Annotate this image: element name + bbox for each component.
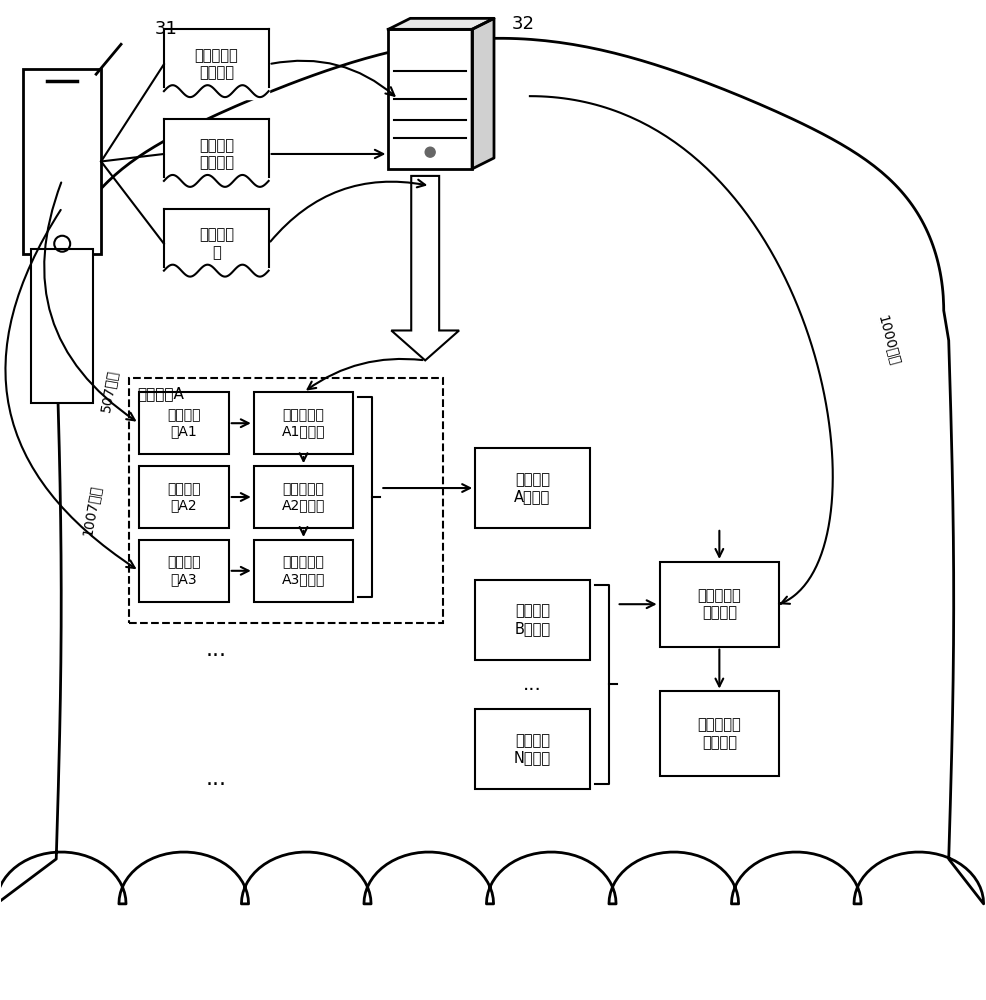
- Polygon shape: [388, 18, 494, 29]
- Bar: [139, 392, 229, 454]
- Bar: [139, 540, 229, 602]
- Polygon shape: [472, 18, 494, 169]
- Bar: [253, 392, 353, 454]
- Bar: [24, 69, 102, 254]
- Bar: [388, 29, 472, 169]
- Bar: [475, 448, 590, 528]
- Text: 预训练模型
A3的性能: 预训练模型 A3的性能: [282, 556, 325, 586]
- Text: 验证数据
集: 验证数据 集: [199, 228, 234, 260]
- Polygon shape: [391, 176, 459, 360]
- Text: 预训练模型
A2的性能: 预训练模型 A2的性能: [282, 482, 325, 512]
- Text: ...: ...: [523, 675, 541, 694]
- Text: 候选模型
N的性能: 候选模型 N的性能: [514, 733, 551, 765]
- Polygon shape: [0, 38, 984, 904]
- Text: 32: 32: [512, 15, 535, 33]
- Text: 候选模型A: 候选模型A: [137, 386, 183, 401]
- Bar: [660, 691, 779, 776]
- Bar: [32, 249, 93, 403]
- Text: 507万条: 507万条: [99, 368, 119, 413]
- Text: 31: 31: [155, 20, 177, 38]
- Text: 候选模型
B的性能: 候选模型 B的性能: [515, 603, 550, 636]
- Text: 年龄和性别
识别模型: 年龄和性别 识别模型: [697, 718, 741, 750]
- Polygon shape: [164, 119, 268, 189]
- Text: 候选模型
A的性能: 候选模型 A的性能: [515, 472, 550, 504]
- Bar: [660, 562, 779, 647]
- Text: ...: ...: [205, 640, 226, 660]
- Text: 预训练模
型A1: 预训练模 型A1: [167, 408, 200, 438]
- Bar: [253, 466, 353, 528]
- Bar: [475, 580, 590, 660]
- Bar: [129, 378, 443, 623]
- Text: 1007万条: 1007万条: [80, 483, 103, 537]
- Text: 小规模训
练样本集: 小规模训 练样本集: [199, 138, 234, 170]
- Bar: [139, 466, 229, 528]
- Polygon shape: [164, 209, 268, 279]
- Text: ...: ...: [205, 769, 226, 789]
- Text: 预训练模
型A3: 预训练模 型A3: [167, 556, 200, 586]
- Text: 性能最好的
候选模型: 性能最好的 候选模型: [697, 588, 741, 620]
- Text: 大规模训练
练样本集: 大规模训练 练样本集: [194, 48, 239, 80]
- Text: 预训练模
型A2: 预训练模 型A2: [167, 482, 200, 512]
- Bar: [253, 540, 353, 602]
- Text: 1000万条: 1000万条: [876, 314, 902, 367]
- Polygon shape: [164, 29, 268, 99]
- Bar: [475, 709, 590, 789]
- Text: 预训练模型
A1的性能: 预训练模型 A1的性能: [282, 408, 325, 438]
- Circle shape: [425, 147, 435, 157]
